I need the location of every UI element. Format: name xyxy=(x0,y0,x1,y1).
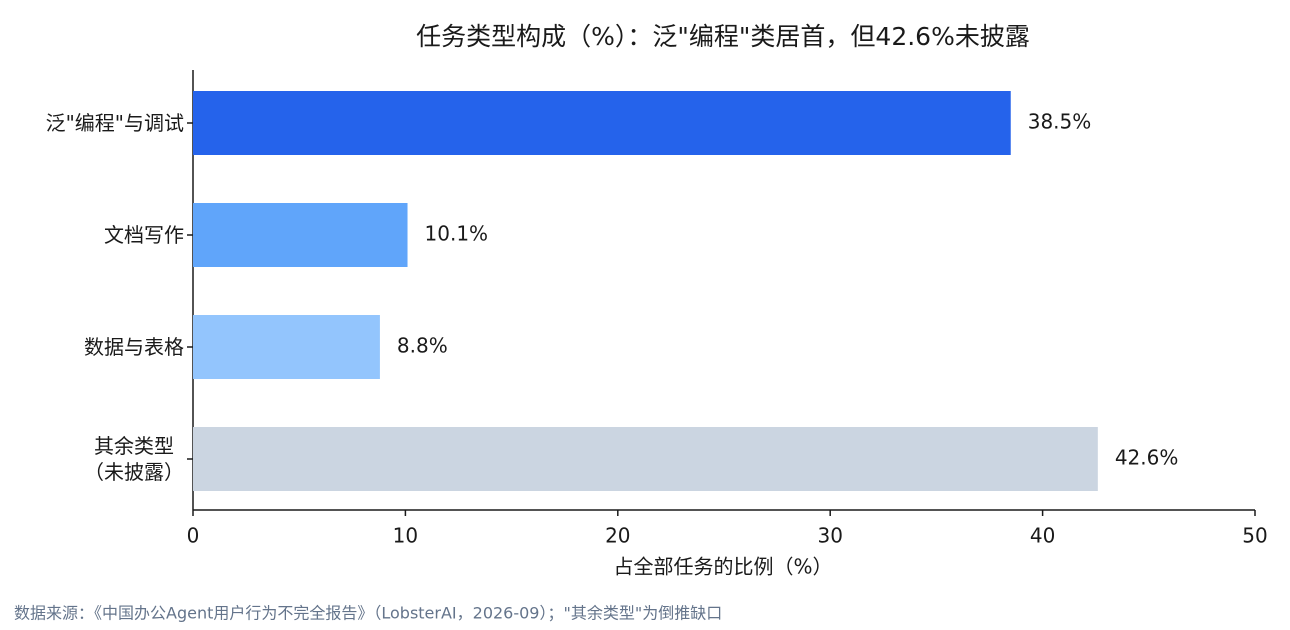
chart-title: 任务类型构成（%）：泛"编程"类居首，但42.6%未披露 xyxy=(416,22,1030,51)
x-axis-label: 占全部任务的比例（%） xyxy=(613,555,832,579)
x-tick-label: 40 xyxy=(1030,524,1055,548)
x-tick-label: 0 xyxy=(187,524,200,548)
value-label: 8.8% xyxy=(397,334,448,358)
y-tick-label: 其余类型 （未披露） xyxy=(84,434,184,484)
bar xyxy=(193,315,380,379)
value-label: 42.6% xyxy=(1115,446,1179,470)
bar xyxy=(193,427,1098,491)
y-tick-label: 数据与表格 xyxy=(84,335,184,359)
value-label: 38.5% xyxy=(1028,110,1092,134)
x-tick-label: 20 xyxy=(605,524,630,548)
x-tick-label: 50 xyxy=(1242,524,1267,548)
bar xyxy=(193,91,1011,155)
bar xyxy=(193,203,408,267)
y-tick-label: 文档写作 xyxy=(104,223,184,247)
y-tick-label: 泛"编程"与调试 xyxy=(45,111,184,135)
source-note: 数据来源：《中国办公Agent用户行为不完全报告》（LobsterAI，2026… xyxy=(14,604,722,623)
x-tick-label: 30 xyxy=(817,524,842,548)
x-tick-label: 10 xyxy=(393,524,418,548)
value-label: 10.1% xyxy=(425,222,489,246)
